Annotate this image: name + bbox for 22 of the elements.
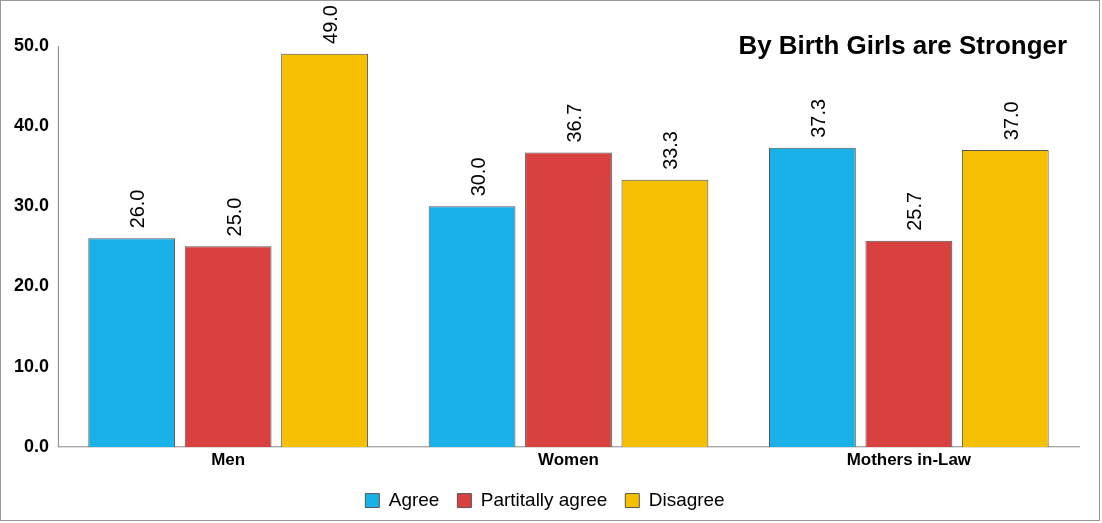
data-label: 37.0 xyxy=(999,101,1022,141)
data-label: 37.3 xyxy=(806,98,829,138)
y-tick-label: 40.0 xyxy=(13,115,49,135)
legend-label: Disagree xyxy=(648,488,725,510)
data-label: 36.7 xyxy=(562,103,585,143)
data-label: 25.0 xyxy=(222,197,245,237)
y-tick-label: 0.0 xyxy=(23,435,49,456)
data-label: 49.0 xyxy=(319,5,342,44)
x-tick-label: Men xyxy=(211,449,246,469)
chart-title: By Birth Girls are Stronger xyxy=(738,30,1068,59)
x-tick-label: Women xyxy=(538,449,599,469)
y-tick-label: 50.0 xyxy=(13,34,49,55)
legend-label: Agree xyxy=(388,488,440,510)
y-tick-label: 10.0 xyxy=(13,355,49,376)
y-tick-label: 20.0 xyxy=(13,275,49,296)
data-label: 33.3 xyxy=(659,131,682,170)
x-tick-label: Mothers in-Law xyxy=(846,449,972,469)
y-tick-label: 30.0 xyxy=(13,195,49,216)
data-label: 26.0 xyxy=(126,189,149,229)
legend-label: Partitally agree xyxy=(480,488,608,510)
data-label: 25.7 xyxy=(903,192,926,231)
data-label: 30.0 xyxy=(466,157,489,197)
